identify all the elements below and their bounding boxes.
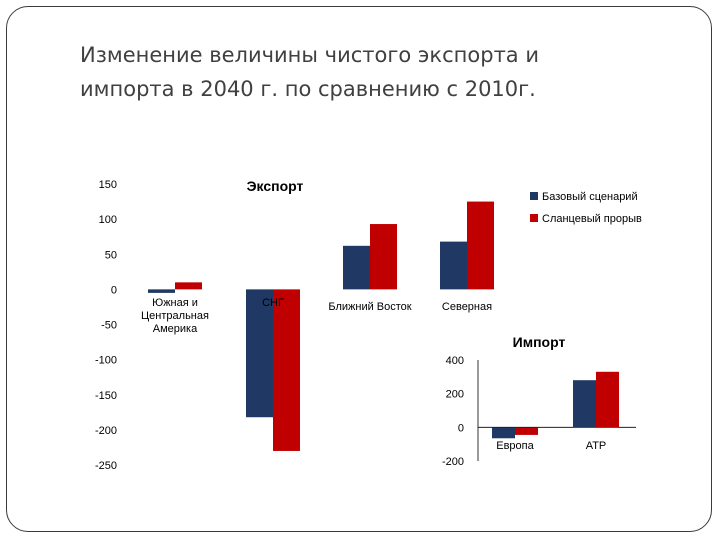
legend-swatch [530,214,538,222]
legend-label: Базовый сценарий [542,191,638,203]
export-y-tick-label: 50 [105,249,117,261]
slide-title-line-2: импорта в 2040 г. по сравнению с 2010г. [80,77,536,101]
export-y-tick-label: 0 [111,284,117,296]
export-bar [440,241,467,290]
export-y-tick-label: -150 [95,390,117,402]
import-y-tick-label: 200 [446,389,464,401]
export-bar [246,289,273,418]
export-category-label: СНГ [262,297,284,309]
export-bar [273,289,300,451]
import-bar [573,380,596,428]
export-bar [467,201,494,290]
export-y-tick-label: -50 [101,320,117,332]
import-category-label: Европа [496,440,534,452]
import-y-tick-label: 400 [446,355,464,367]
export-chart: 150 100 50 0 -50 -100 -150 -200 -250 Экспорт Южная… [95,178,494,472]
export-category-label: Южная и [152,297,198,309]
slide-title-line-1: Изменение величины чистого экспорта и [80,43,539,67]
export-y-tick-label: -200 [95,425,117,437]
export-bar [370,224,397,290]
import-chart-title: Импорт [513,334,566,350]
legend-label: Сланцевый прорыв [542,213,642,225]
export-y-tick-label: -100 [95,355,117,367]
slide-title: Изменение величины чистого экспорта и им… [80,38,680,106]
export-category-label: Ближний Восток [328,301,411,313]
import-category-label: АТР [586,440,607,452]
export-bar [148,289,175,293]
export-y-tick-label: -250 [95,460,117,472]
export-category-label: Северная [442,301,492,313]
import-bar [596,371,619,428]
export-category-label: Центральная [141,310,209,322]
legend: Базовый сценарий Сланцевый прорыв [530,191,642,225]
import-y-tick-label: 0 [458,422,464,434]
legend-swatch [530,192,538,200]
import-chart: 400 200 0 -200 Импорт Европа АТР [438,322,636,472]
export-y-tick-label: 100 [99,214,117,226]
export-y-tick-label: 150 [99,179,117,191]
export-category-label: Америка [153,323,198,335]
import-y-tick-label: -200 [442,456,464,468]
export-bar [343,245,370,290]
import-bar [515,427,538,435]
export-chart-title: Экспорт [247,178,304,194]
export-bar [175,282,202,290]
import-bar [492,427,515,439]
